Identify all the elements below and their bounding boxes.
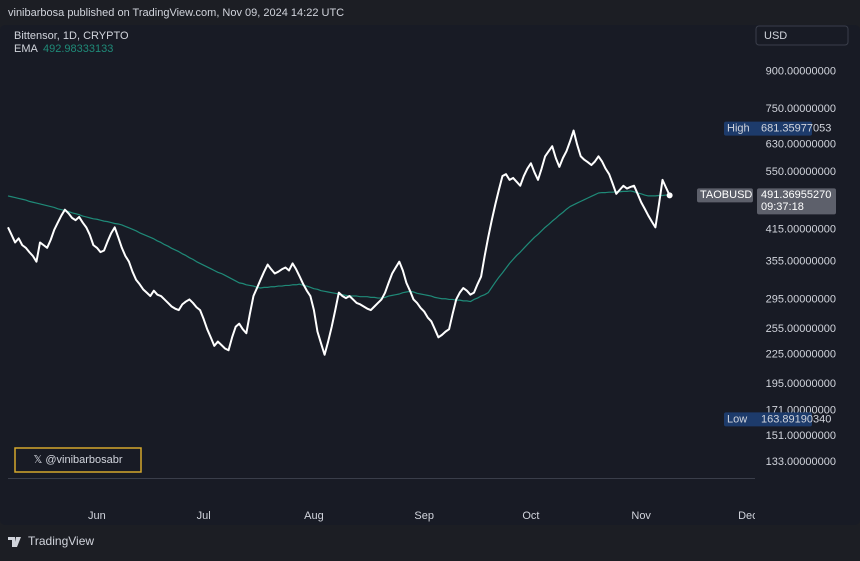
chart-title: Bittensor, 1D, CRYPTO (14, 30, 129, 42)
x-axis: Jun Jul Aug Sep Oct Nov Dec (88, 510, 758, 522)
high-badge (724, 121, 812, 136)
y-tick-label: 355.00000000 (766, 256, 836, 268)
high-badge-name: High (727, 123, 750, 135)
brand: TradingView (28, 534, 94, 548)
y-tick-label: 750.00000000 (766, 103, 836, 115)
brand-logo (8, 537, 21, 547)
currency-button[interactable] (755, 25, 849, 46)
y-tick-label: 151.00000000 (766, 430, 836, 442)
price-time: 09:37:18 (761, 201, 804, 213)
x-tick-label: Nov (631, 510, 651, 522)
legend-value: 492.98333133 (43, 43, 113, 55)
x-tick-label: Sep (414, 510, 434, 522)
price-line (7, 129, 671, 356)
low-badge-name: Low (727, 413, 747, 425)
y-axis: 900.00000000 750.00000000 630.00000000 550.… (766, 66, 836, 468)
high-badge-value: 681.35977053 (761, 123, 831, 135)
low-badge (724, 412, 812, 427)
y-tick-label: 550.00000000 (766, 166, 836, 178)
y-tick-label: 195.00000000 (766, 378, 836, 390)
low-badge-value: 163.89190340 (761, 413, 831, 425)
x-tick-label: Jun (88, 510, 106, 522)
header-text: vinibarbosa published on TradingView.com… (8, 7, 344, 19)
watermark-box (14, 447, 142, 473)
symbol-label: TAOBUSD (700, 189, 752, 201)
price-badge (757, 188, 836, 215)
x-tick-label: Aug (304, 510, 324, 522)
watermark: 𝕏 @vinibarbosabr (33, 454, 122, 466)
legend-name: EMA (14, 43, 39, 55)
x-tick-label: Oct (522, 510, 539, 522)
symbol-badge (697, 188, 753, 203)
y-tick-label: 255.00000000 (766, 323, 836, 335)
badges: High 681.35977053 Low 163.89190340 TAOBUSD 49… (697, 121, 836, 427)
y-tick-label: 900.00000000 (766, 66, 836, 78)
x-tick-label: Dec (738, 510, 758, 522)
y-tick-label: 630.00000000 (766, 139, 836, 151)
price-label: 491.36955270 (761, 189, 831, 201)
currency-label[interactable]: USD (764, 30, 787, 42)
x-tick-label: Jul (197, 510, 211, 522)
last-point (666, 192, 673, 199)
y-tick-label: 133.00000000 (766, 456, 836, 468)
y-tick-label: 295.00000000 (766, 293, 836, 305)
chart-panel (0, 25, 860, 525)
plot-area (7, 129, 673, 356)
y-tick-label: 225.00000000 (766, 349, 836, 361)
y-tick-label: 415.00000000 (766, 224, 836, 236)
